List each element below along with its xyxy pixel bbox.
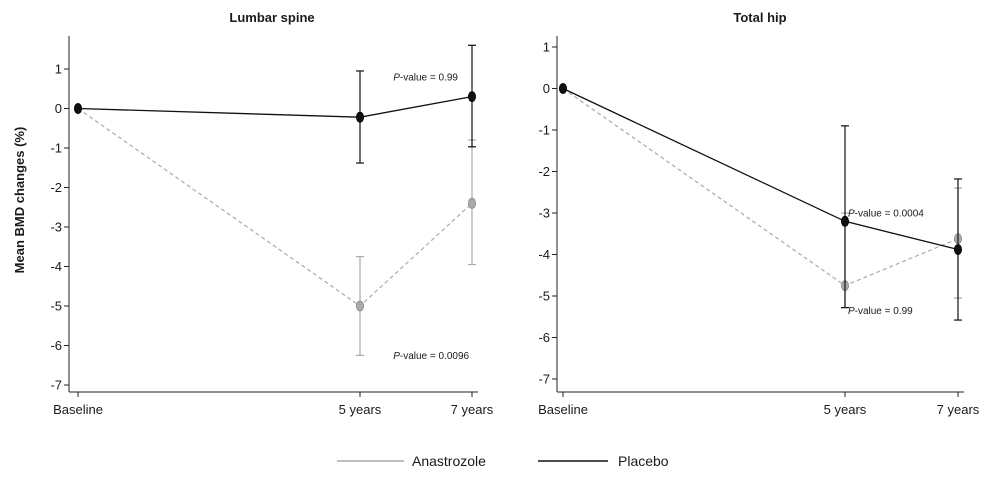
y-tick-label: 1 — [543, 40, 550, 55]
y-tick-label: -6 — [50, 338, 62, 353]
chart-title: Lumbar spine — [229, 10, 314, 25]
data-point-anastrozole — [467, 197, 476, 209]
p-value-annotation: P-value = 0.99 — [393, 72, 458, 83]
p-value-annotation: P-value = 0.0096 — [393, 351, 469, 362]
data-point-placebo — [467, 91, 476, 103]
y-tick-label: -3 — [50, 220, 62, 235]
x-tick-label: 5 years — [339, 402, 382, 417]
series-line-placebo — [77, 96, 473, 118]
series-line-anastrozole — [77, 108, 473, 307]
y-tick-label: -5 — [50, 299, 62, 314]
y-tick-label: -3 — [538, 206, 550, 221]
y-tick-label: -4 — [50, 259, 62, 274]
data-point-placebo — [841, 215, 850, 227]
y-tick-label: -4 — [538, 247, 550, 262]
y-tick-label: -2 — [538, 164, 550, 179]
panel-total-hip: Total hip 1 0 -1 -2 -3 -4 -5 -6 -7 Baseline 5 years… — [538, 10, 980, 417]
legend-label-anastrozole: Anastrozole — [412, 453, 486, 469]
p-value-annotation: P-value = 0.0004 — [848, 209, 924, 220]
data-point-placebo — [355, 111, 364, 123]
x-tick-label: Baseline — [538, 402, 588, 417]
series-line-anastrozole — [562, 88, 959, 287]
y-tick-label: -1 — [50, 141, 62, 156]
legend: Anastrozole Placebo — [337, 453, 669, 469]
chart-title: Total hip — [733, 10, 786, 25]
y-tick-label: 0 — [543, 81, 550, 96]
y-tick-label: -7 — [538, 372, 550, 387]
x-tick-label: 7 years — [937, 402, 980, 417]
data-point-placebo — [559, 83, 568, 94]
data-point-placebo — [954, 244, 963, 255]
panel-lumbar-spine: Lumbar spine Mean BMD changes (%) 1 0 -1 -2 -3… — [12, 10, 494, 417]
y-tick-label: 1 — [55, 62, 62, 77]
y-tick-label: -6 — [538, 330, 550, 345]
data-point-placebo — [74, 103, 83, 114]
x-tick-label: 7 years — [451, 402, 494, 417]
legend-label-placebo: Placebo — [618, 453, 669, 469]
data-point-anastrozole — [355, 300, 364, 312]
x-tick-label: 5 years — [824, 402, 867, 417]
x-tick-label: Baseline — [53, 402, 103, 417]
y-tick-label: -2 — [50, 180, 62, 195]
y-tick-label: -7 — [50, 378, 62, 393]
y-tick-label: -1 — [538, 123, 550, 138]
y-tick-label: 0 — [55, 101, 62, 116]
series-line-placebo — [562, 87, 959, 251]
y-tick-label: -5 — [538, 289, 550, 304]
p-value-annotation: P-value = 0.99 — [848, 306, 913, 317]
y-axis-label: Mean BMD changes (%) — [12, 127, 27, 274]
